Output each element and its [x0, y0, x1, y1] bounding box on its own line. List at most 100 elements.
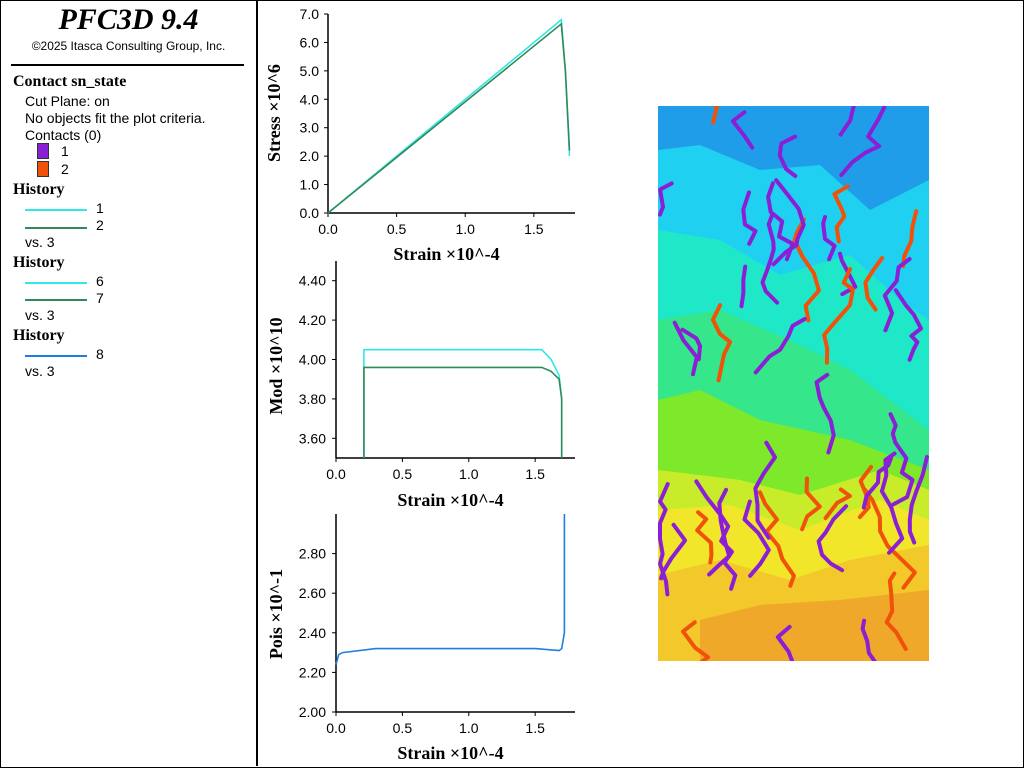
y-axis-label: Stress ×10^6	[264, 64, 284, 162]
crack-segment-1	[814, 372, 836, 455]
crack-segment-1	[672, 320, 699, 377]
crack-segment-1	[775, 624, 795, 661]
contact-swatch-1	[37, 143, 49, 159]
history-label-1: 1	[96, 200, 104, 216]
series-line-2	[327, 22, 571, 214]
crack-segment-2	[711, 106, 720, 125]
crack-segment-1	[839, 106, 887, 178]
crack-segment-2	[695, 510, 714, 565]
y-tick-label: 7.0	[300, 6, 320, 22]
no-objects-text: No objects fit the plot criteria.	[25, 110, 206, 126]
y-axis-label: Pois ×10^-1	[266, 569, 286, 659]
crack-segment-1	[694, 479, 738, 591]
history-line-6	[25, 282, 87, 284]
x-tick-label: 1.5	[525, 720, 545, 736]
crack-segment-2	[681, 620, 711, 661]
legend-panel: PFC3D 9.4 ©2025 Itasca Consulting Group,…	[1, 1, 258, 766]
crack-segment-1	[742, 499, 771, 578]
crack-network	[658, 106, 929, 661]
history-label-8: 8	[96, 346, 104, 362]
crack-segment-1	[707, 487, 732, 577]
history-title-3: History	[13, 327, 65, 344]
cut-plane-text: Cut Plane: on	[25, 93, 110, 109]
x-axis-label: Strain ×10^-4	[393, 244, 499, 264]
crack-segment-2	[863, 487, 917, 590]
y-tick-label: 6.0	[300, 34, 320, 50]
y-tick-label: 2.60	[299, 585, 326, 601]
crack-segment-1	[893, 288, 923, 362]
crack-segment-1	[888, 412, 915, 507]
x-axis-label: Strain ×10^-4	[397, 743, 503, 763]
crack-segment-1	[680, 327, 702, 362]
contact-label-2: 2	[61, 161, 69, 177]
y-tick-label: 3.0	[300, 120, 320, 136]
crack-segment-1	[816, 504, 849, 573]
crack-segment-2	[822, 267, 855, 365]
x-tick-label: 0.5	[393, 720, 413, 736]
chart-3: 0.0 0.5 1.0 1.5 2.00 2.20 2.40 2.60 2.80 Strain ×…	[266, 514, 575, 763]
history-label-6: 6	[96, 273, 104, 289]
history-title-1: History	[13, 181, 65, 198]
crack-segment-1	[659, 522, 688, 581]
x-tick-label: 0.5	[393, 466, 413, 482]
contact-swatch-2	[37, 161, 49, 177]
history-label-7: 7	[96, 290, 104, 306]
y-tick-label: 2.00	[299, 704, 326, 720]
x-tick-label: 0.0	[318, 221, 338, 237]
crack-segment-1	[739, 264, 748, 309]
crack-segment-1	[907, 455, 929, 545]
crack-segment-1	[838, 106, 856, 137]
crack-segment-1	[760, 212, 780, 305]
history-vs-3: vs. 3	[25, 363, 55, 379]
legend-divider	[11, 64, 244, 66]
crack-segment-2	[792, 217, 821, 323]
y-tick-label: 5.0	[300, 63, 320, 79]
history-vs-1: vs. 3	[25, 234, 55, 250]
crack-segment-1	[771, 178, 806, 267]
crack-segment-1	[658, 181, 674, 217]
crack-segment-1	[882, 257, 912, 333]
x-tick-label: 0.0	[326, 466, 346, 482]
crack-segment-2	[758, 490, 796, 588]
crack-segment-1	[860, 618, 877, 661]
x-tick-label: 1.0	[455, 221, 475, 237]
crack-segment-1	[753, 440, 777, 540]
x-tick-label: 0.0	[326, 720, 346, 736]
chart-2: 0.0 0.5 1.0 1.5 3.60 3.80 4.00 4.20 4.40 Strain ×…	[266, 261, 575, 510]
crack-segment-2	[901, 209, 919, 269]
y-tick-label: 3.60	[299, 430, 326, 446]
app-title: PFC3D 9.4	[58, 3, 199, 36]
x-tick-label: 1.0	[459, 466, 479, 482]
x-tick-label: 1.5	[525, 466, 545, 482]
history-line-8	[25, 355, 87, 357]
y-axis-label: Mod ×10^10	[266, 317, 286, 414]
history-label-2: 2	[96, 217, 104, 233]
history-title-2: History	[13, 254, 65, 271]
copyright-text: ©2025 Itasca Consulting Group, Inc.	[31, 39, 226, 53]
crack-segment-1	[753, 317, 807, 375]
y-tick-label: 2.20	[299, 664, 326, 680]
y-tick-label: 4.20	[299, 312, 326, 328]
y-tick-label: 1.0	[300, 177, 320, 193]
history-line-2	[25, 227, 87, 229]
field-band	[700, 590, 929, 661]
history-line-7	[25, 299, 87, 301]
y-tick-label: 2.40	[299, 625, 326, 641]
x-tick-label: 1.5	[524, 221, 544, 237]
contact-legend-title: Contact sn_state	[13, 73, 127, 90]
crack-segment-2	[800, 476, 822, 532]
crack-segment-1	[766, 181, 795, 262]
crack-segment-1	[879, 451, 905, 555]
crack-segment-1	[821, 215, 837, 262]
y-tick-label: 3.80	[299, 391, 326, 407]
crack-segment-1	[741, 190, 758, 246]
series-line-7	[363, 366, 563, 458]
x-tick-label: 1.0	[459, 720, 479, 736]
chart-1: 0.0 0.5 1.0 1.5 0.0 1.0 2.0 3.0 4.0 5.0 6.0 7.0 Stra…	[264, 6, 575, 264]
y-tick-label: 2.80	[299, 546, 326, 562]
y-tick-label: 2.0	[300, 148, 320, 164]
y-tick-label: 4.0	[300, 91, 320, 107]
crack-segment-2	[863, 256, 885, 312]
x-axis-label: Strain ×10^-4	[397, 490, 503, 510]
